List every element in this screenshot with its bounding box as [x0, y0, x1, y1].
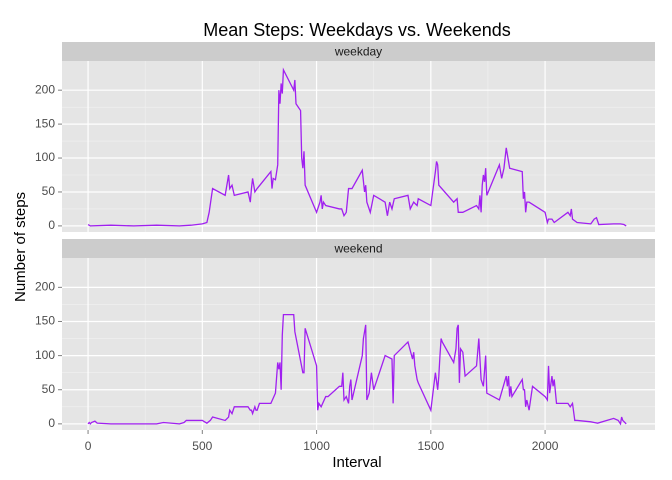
chart-title: Mean Steps: Weekdays vs. Weekends — [203, 20, 511, 40]
y-tick-label: 200 — [35, 82, 55, 96]
strip — [62, 42, 655, 61]
x-tick-label: 0 — [85, 439, 92, 453]
strip-label: weekend — [333, 242, 382, 256]
x-tick-label: 500 — [192, 439, 212, 453]
y-axis-title: Number of steps — [12, 192, 29, 302]
strip — [62, 239, 655, 258]
y-tick-label: 100 — [35, 150, 55, 164]
y-tick-label: 50 — [42, 382, 56, 396]
y-tick-label: 50 — [42, 184, 56, 198]
y-tick-label: 200 — [35, 280, 55, 294]
y-tick-label: 100 — [35, 348, 55, 362]
panel — [62, 61, 655, 232]
x-tick-label: 1000 — [303, 439, 330, 453]
x-axis-title: Interval — [332, 454, 381, 471]
x-tick-label: 2000 — [532, 439, 559, 453]
data-line — [87, 67, 627, 227]
data-line — [87, 314, 627, 426]
y-tick-label: 150 — [35, 116, 55, 130]
x-tick-label: 1500 — [417, 439, 444, 453]
y-tick-label: 0 — [48, 416, 55, 430]
panel — [62, 258, 655, 430]
y-tick-label: 150 — [35, 314, 55, 328]
strip-label: weekday — [334, 45, 382, 59]
y-tick-label: 0 — [48, 218, 55, 232]
